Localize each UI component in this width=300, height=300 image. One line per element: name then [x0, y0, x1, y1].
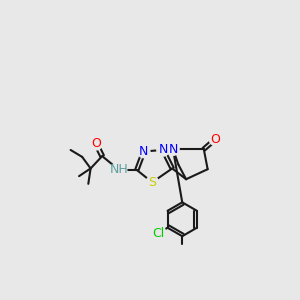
- Circle shape: [167, 143, 179, 155]
- Circle shape: [209, 133, 221, 145]
- Text: S: S: [148, 176, 156, 189]
- Text: O: O: [210, 133, 220, 146]
- Text: N: N: [139, 145, 148, 158]
- Text: N: N: [168, 143, 178, 156]
- Circle shape: [138, 145, 150, 158]
- Circle shape: [157, 144, 169, 156]
- Text: N: N: [158, 143, 168, 157]
- Circle shape: [111, 162, 127, 178]
- Circle shape: [151, 225, 166, 241]
- Circle shape: [146, 176, 158, 188]
- Circle shape: [90, 138, 102, 150]
- Text: NH: NH: [110, 164, 128, 176]
- Text: Cl: Cl: [152, 226, 164, 240]
- Text: O: O: [91, 137, 101, 150]
